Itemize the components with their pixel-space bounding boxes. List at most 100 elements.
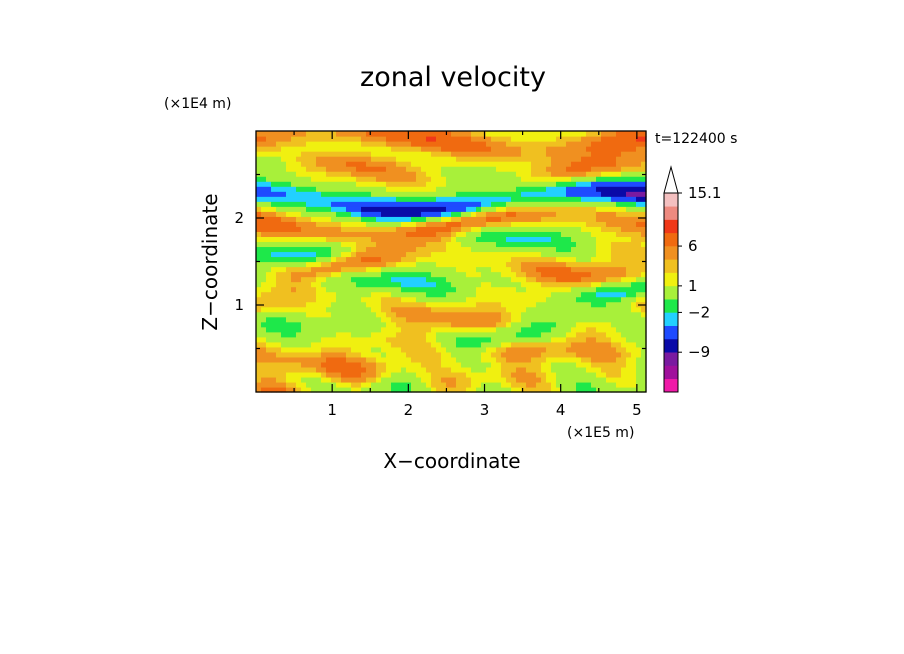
heatmap-cell [531,336,537,343]
heatmap-cell [521,296,527,303]
heatmap-cell [536,286,542,293]
heatmap-cell [491,336,497,343]
heatmap-cell [551,146,557,152]
heatmap-cell [536,386,542,393]
heatmap-cell [641,166,647,172]
heatmap-cell [551,246,557,253]
heatmap-cell [416,301,422,308]
heatmap-cell [396,321,402,328]
heatmap-cell [426,356,432,363]
heatmap-cell [506,141,512,147]
heatmap-cell [346,281,352,288]
heatmap-cell [426,171,432,177]
heatmap-cell [591,311,597,318]
heatmap-cell [591,206,597,212]
heatmap-cell [526,351,532,358]
heatmap-cell [351,341,357,348]
heatmap-cell [296,306,302,313]
heatmap-cell [621,381,627,388]
heatmap-cell [286,186,292,192]
heatmap-cell [291,176,297,182]
heatmap-cell [521,331,527,338]
heatmap-cell [326,281,332,288]
heatmap-cell [591,246,597,253]
heatmap-cell [501,151,507,157]
heatmap-cell [471,221,477,227]
heatmap-cell [561,146,567,152]
heatmap-cell [426,146,432,152]
heatmap-cell [636,371,642,378]
heatmap-cell [556,301,562,308]
heatmap-cell [351,351,357,358]
heatmap-cell [311,321,317,328]
heatmap-cell [326,251,332,258]
heatmap-cell [336,171,342,177]
heatmap-cell [591,326,597,333]
heatmap-cell [566,161,572,167]
heatmap-cell [591,286,597,293]
heatmap-cell [391,346,397,353]
heatmap-cell [551,381,557,388]
heatmap-cell [396,301,402,308]
heatmap-cell [266,176,272,182]
heatmap-cell [521,316,527,323]
heatmap-cell [576,286,582,293]
heatmap-cell [536,251,542,258]
heatmap-cell [331,216,337,222]
heatmap-cell [531,146,537,152]
heatmap-cell [441,321,447,328]
colorbar-extend-arrow [663,165,679,194]
heatmap-cell [631,251,637,258]
heatmap-cell [256,216,262,222]
heatmap-cell [626,181,632,187]
heatmap-cell [496,136,502,142]
heatmap-cell [601,186,607,192]
heatmap-cell [331,221,337,227]
heatmap-cell [411,261,417,268]
heatmap-cell [361,216,367,222]
heatmap-cell [391,146,397,152]
heatmap-cell [361,271,367,278]
heatmap-cell [401,366,407,373]
heatmap-cell [361,366,367,373]
heatmap-cell [276,231,282,237]
heatmap-cell [526,231,532,237]
heatmap-cell [261,386,267,393]
heatmap-cell [631,136,637,142]
heatmap-cell [431,376,437,383]
heatmap-cell [591,176,597,182]
heatmap-cell [541,326,547,333]
heatmap-cell [491,131,497,137]
heatmap-cell [456,366,462,373]
heatmap-cell [506,261,512,268]
heatmap-cell [346,171,352,177]
heatmap-cell [601,331,607,338]
heatmap-cell [576,356,582,363]
heatmap-cell [506,131,512,137]
heatmap-cell [281,286,287,293]
heatmap-cell [626,251,632,258]
heatmap-cell [401,281,407,288]
heatmap-cell [286,161,292,167]
heatmap-cell [581,376,587,383]
heatmap-cell [316,311,322,318]
heatmap-cell [576,261,582,268]
heatmap-cell [401,256,407,263]
heatmap-cell [631,191,637,197]
heatmap-cell [426,326,432,333]
heatmap-cell [291,196,297,202]
heatmap-cell [456,226,462,232]
heatmap-cell [406,336,412,343]
heatmap-cell [381,251,387,258]
heatmap-cell [621,301,627,308]
heatmap-cell [591,201,597,207]
heatmap-cell [481,246,487,253]
heatmap-cell [496,186,502,192]
heatmap-cell [566,181,572,187]
heatmap-cell [341,156,347,162]
heatmap-cell [516,366,522,373]
heatmap-cell [361,161,367,167]
heatmap-cell [306,171,312,177]
heatmap-cell [356,131,362,137]
heatmap-cell [471,261,477,268]
